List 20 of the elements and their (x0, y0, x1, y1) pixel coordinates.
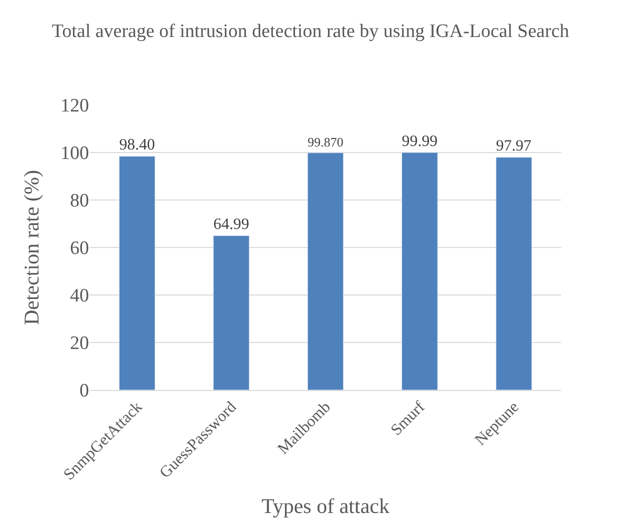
bar (213, 235, 250, 390)
data-label: 97.97 (496, 138, 532, 155)
x-axis-title: Types of attack (262, 494, 390, 518)
y-tick-label: 80 (70, 190, 89, 212)
data-label: 99.99 (402, 132, 438, 150)
bar (118, 156, 156, 390)
data-label: 64.99 (213, 216, 250, 233)
y-tick-label: 60 (70, 238, 89, 260)
y-tick-label: 20 (70, 333, 89, 354)
y-tick-label: 120 (60, 96, 89, 117)
data-label: 99.870 (308, 134, 344, 150)
bar (307, 152, 344, 390)
bar (402, 152, 438, 390)
bar (496, 157, 532, 390)
data-label: 98.40 (119, 136, 156, 154)
y-axis-title: Detection rate (%) (20, 170, 44, 326)
y-tick-label: 40 (70, 286, 89, 307)
y-tick-label: 100 (60, 143, 89, 164)
chart-title: Total average of intrusion detection rate by using IGA-Local Search (52, 20, 570, 42)
y-tick-label: 0 (80, 380, 89, 402)
